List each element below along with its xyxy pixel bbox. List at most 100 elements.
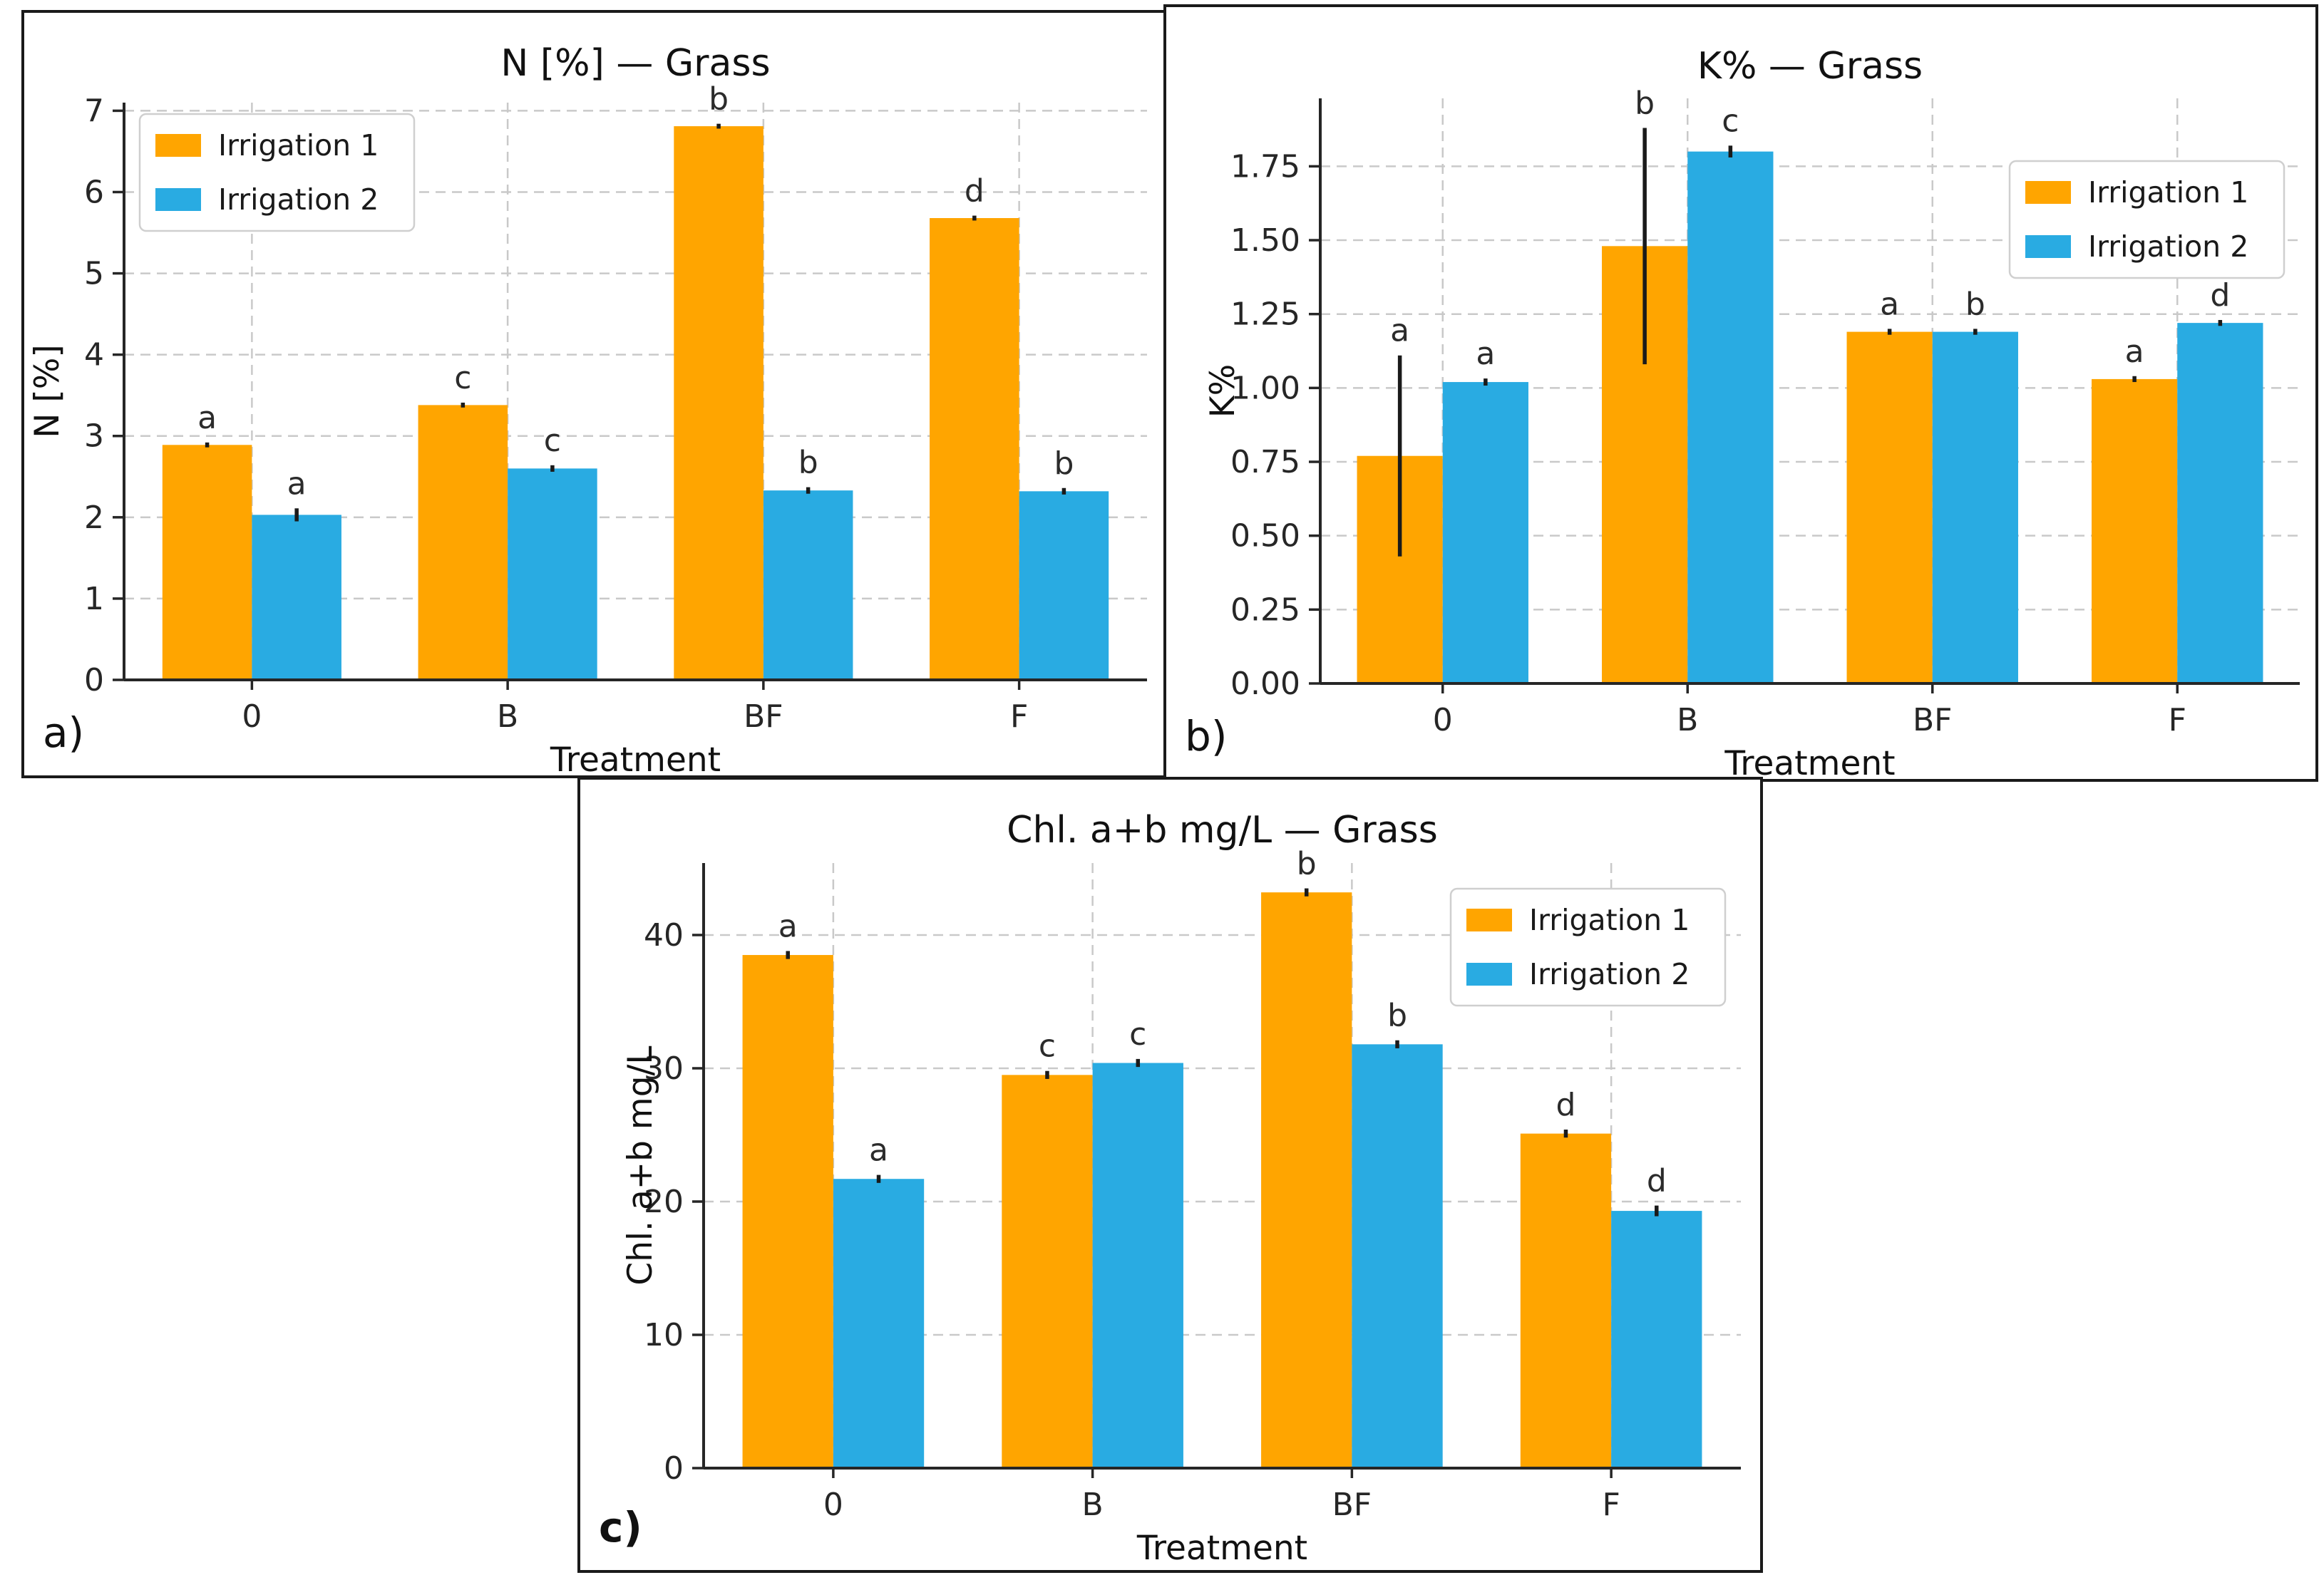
sig-letter: a	[287, 465, 307, 502]
sig-letter: d	[965, 173, 984, 210]
x-axis-label: Treatment	[1724, 744, 1895, 779]
plot-area-b: K% — Grass 0 B BF F 0.00 0.25 0.50 0.75 1.00 1.25 1…	[1166, 7, 2315, 779]
y-tick-label: 3	[84, 418, 104, 455]
chart-title-a: N [%] — Grass	[500, 42, 770, 85]
plot-area-c: Chl. a+b mg/L — Grass 0 B BF F 0 10 20 30 40 a c b d a…	[580, 780, 1760, 1570]
plot-area-a: N [%] — Grass 0 B BF F 0 1 2 3 4 5 6 7 a c b d a c b b Treatm…	[24, 13, 1164, 775]
sig-letter: c	[454, 360, 471, 396]
y-tick-label: 4	[84, 337, 104, 373]
y-tick-label: 7	[84, 93, 104, 129]
y-tick-label: 2	[84, 500, 104, 536]
legend-swatch-series2	[2025, 235, 2071, 258]
sig-letter: a	[778, 908, 798, 944]
legend-label: Irrigation 1	[218, 128, 379, 162]
chart-title-c: Chl. a+b mg/L — Grass	[1007, 809, 1438, 852]
legend-swatch-series2	[155, 188, 201, 211]
y-tick-label: 1.50	[1230, 222, 1300, 259]
chart-c: Chl. a+b mg/L — Grass 0 B BF F 0 10 20 30 40 a c b d a…	[621, 809, 1741, 1568]
sig-letter: a	[1880, 286, 1899, 322]
y-tick-label: 5	[84, 256, 104, 292]
sig-letter: a	[197, 400, 217, 436]
bar-a-series2-B	[508, 468, 597, 680]
panel-label-b: b)	[1185, 712, 1228, 760]
bar-c-series2-0	[833, 1179, 925, 1468]
bar-a-series1-B	[418, 405, 508, 680]
legend-label: Irrigation 2	[1529, 957, 1690, 991]
bar-b-series2-BF	[1932, 331, 2018, 683]
legend-label: Irrigation 1	[1529, 903, 1690, 937]
y-tick-label: 0.75	[1230, 444, 1300, 480]
x-tick-label: F	[1602, 1487, 1620, 1523]
bar-c-series2-B	[1092, 1063, 1183, 1468]
bar-a-series2-0	[252, 515, 341, 680]
bar-c-series1-B	[1002, 1075, 1093, 1468]
sig-letter: d	[1556, 1087, 1576, 1123]
x-axis-label: Treatment	[550, 740, 721, 775]
bar-c-series2-BF	[1352, 1044, 1443, 1468]
sig-letter: a	[1390, 313, 1409, 349]
x-tick-label: BF	[1913, 702, 1953, 738]
x-tick-label: 0	[1433, 702, 1453, 738]
legend-label: Irrigation 2	[2088, 229, 2248, 264]
y-tick-label: 20	[644, 1184, 684, 1220]
y-tick-label: 6	[84, 174, 104, 210]
chart-title-b: K% — Grass	[1697, 45, 1923, 88]
bar-c-series1-F	[1520, 1133, 1612, 1468]
x-tick-label: B	[1082, 1487, 1104, 1523]
bar-a-series1-F	[930, 218, 1019, 680]
y-tick-label: 0.25	[1230, 592, 1300, 628]
sig-letter: c	[1129, 1016, 1146, 1053]
bar-b-series1-BF	[1846, 331, 1933, 683]
bar-b-series1-F	[2092, 378, 2178, 683]
sig-letter: d	[1647, 1163, 1667, 1199]
legend-swatch-series1	[2025, 181, 2071, 204]
sig-letter: a	[2125, 334, 2144, 370]
legend-box	[1449, 887, 1727, 1007]
x-tick-label: F	[1010, 698, 1028, 735]
sig-letter: c	[544, 423, 561, 459]
y-tick-label: 10	[644, 1317, 684, 1353]
sig-letter: b	[1387, 998, 1407, 1034]
sig-letter: d	[2210, 277, 2230, 314]
y-tick-label: 0.00	[1230, 666, 1300, 702]
y-tick-label: 1.00	[1230, 370, 1300, 406]
panel-b: K% — Grass 0 B BF F 0.00 0.25 0.50 0.75 1.00 1.25 1…	[1163, 4, 2318, 782]
x-tick-label: F	[2169, 702, 2186, 738]
legend-swatch-series1	[1466, 909, 1512, 931]
bar-a-series1-BF	[674, 126, 763, 681]
legend-swatch-series1	[155, 134, 201, 157]
panel-label-c: c)	[599, 1503, 642, 1551]
legend-swatch-series2	[1466, 963, 1512, 986]
sig-letter: a	[1476, 336, 1495, 372]
y-axis-label: K%	[1203, 364, 1243, 418]
bar-b-series2-B	[1687, 151, 1774, 684]
chart-a: N [%] — Grass 0 B BF F 0 1 2 3 4 5 6 7 a c b d a c b b Treatm…	[28, 42, 1147, 775]
legend-box	[2008, 160, 2286, 279]
y-tick-label: 0	[84, 662, 104, 698]
x-axis-label: Treatment	[1136, 1529, 1307, 1568]
sig-letter: b	[798, 445, 818, 481]
y-tick-label: 30	[644, 1050, 684, 1087]
y-tick-label: 1.75	[1230, 148, 1300, 185]
panel-label-a: a)	[43, 708, 85, 757]
legend: Irrigation 1 Irrigation 2	[138, 113, 416, 232]
sig-letter: c	[1722, 103, 1739, 139]
sig-letter: a	[869, 1132, 888, 1169]
sig-letter: b	[1965, 286, 1985, 322]
legend-box	[138, 113, 416, 232]
legend: Irrigation 1 Irrigation 2	[2008, 160, 2286, 279]
y-axis-label: N [%]	[28, 344, 67, 438]
x-tick-label: 0	[823, 1487, 843, 1523]
x-tick-label: B	[1677, 702, 1698, 738]
panel-a: N [%] — Grass 0 B BF F 0 1 2 3 4 5 6 7 a c b d a c b b Treatm…	[21, 10, 1167, 778]
legend: Irrigation 1 Irrigation 2	[1449, 887, 1727, 1007]
y-axis-label: Chl. a+b mg/L	[621, 1045, 660, 1285]
legend-label: Irrigation 1	[2088, 175, 2248, 210]
y-tick-label: 1	[84, 581, 104, 617]
sig-letter: b	[709, 81, 729, 118]
bar-c-series1-0	[742, 955, 833, 1468]
y-tick-label: 0.50	[1230, 518, 1300, 554]
bar-c-series1-BF	[1261, 892, 1352, 1468]
x-tick-label: B	[497, 698, 518, 735]
